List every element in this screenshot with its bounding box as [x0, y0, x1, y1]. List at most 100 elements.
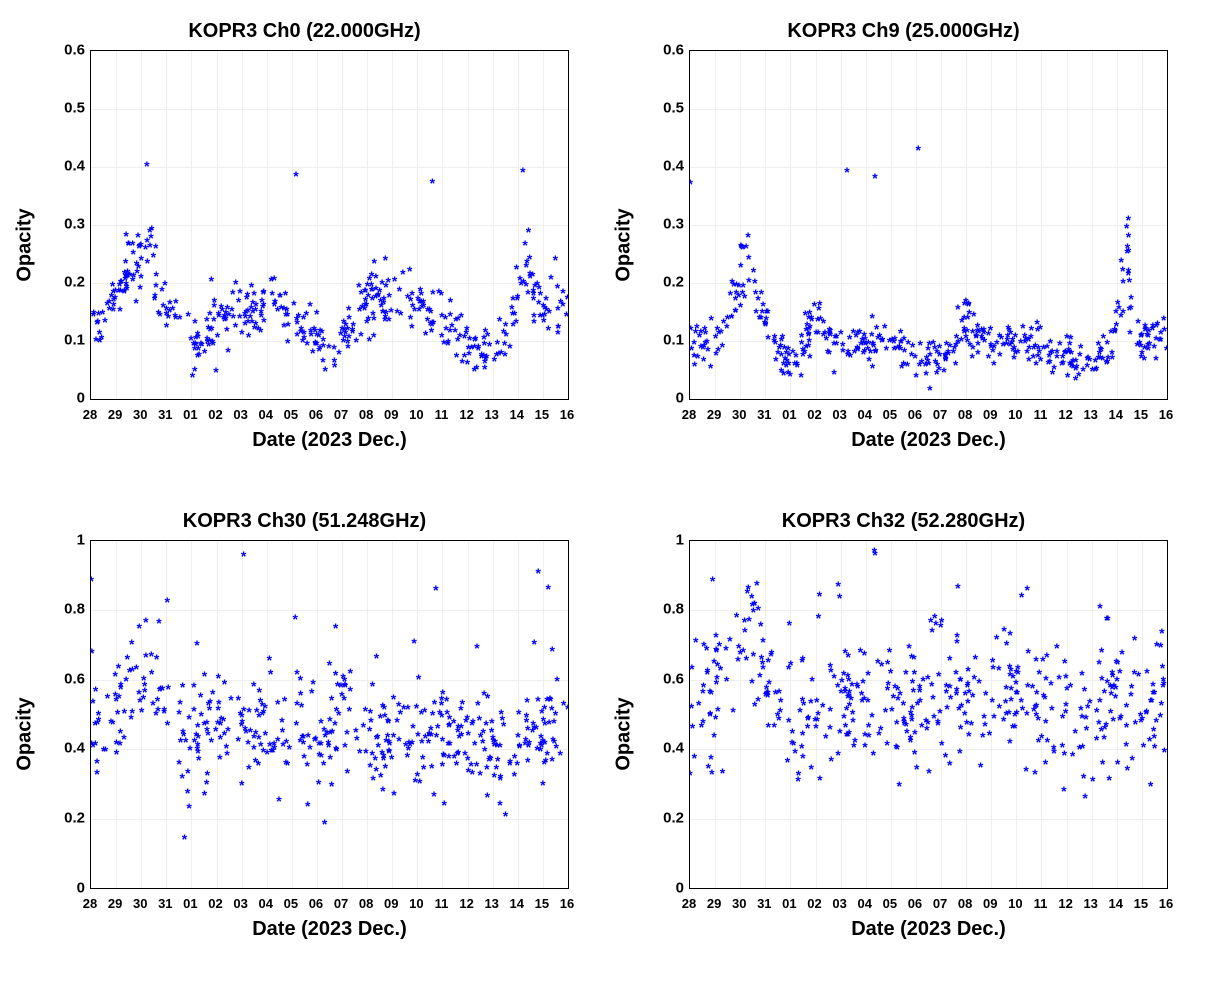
- data-point: *: [693, 326, 698, 340]
- data-point: *: [128, 712, 133, 726]
- xtick-label: 31: [757, 896, 771, 911]
- data-point: *: [536, 297, 541, 311]
- data-point: *: [903, 719, 908, 733]
- data-point: *: [1118, 310, 1123, 324]
- data-point: *: [872, 545, 877, 559]
- data-point: *: [103, 744, 108, 758]
- data-point: *: [327, 658, 332, 672]
- data-point: *: [545, 582, 550, 596]
- data-point: *: [866, 354, 871, 368]
- data-point: *: [948, 692, 953, 706]
- data-point: *: [301, 751, 306, 765]
- data-point: *: [476, 341, 481, 355]
- data-point: *: [272, 299, 277, 313]
- gridline: [191, 51, 192, 399]
- data-point: *: [458, 310, 463, 324]
- data-point: *: [1109, 688, 1114, 702]
- data-point: *: [332, 718, 337, 732]
- data-point: *: [483, 325, 488, 339]
- xtick-label: 12: [1058, 407, 1072, 422]
- data-point: *: [902, 718, 907, 732]
- gridline: [91, 225, 568, 226]
- gridline: [392, 541, 393, 889]
- data-point: *: [258, 310, 263, 324]
- data-point: *: [689, 343, 694, 357]
- data-point: *: [757, 670, 762, 684]
- data-point: *: [297, 735, 302, 749]
- gridline: [417, 51, 418, 399]
- data-point: *: [1036, 735, 1041, 749]
- data-point: *: [221, 312, 226, 326]
- data-point: *: [475, 698, 480, 712]
- data-point: *: [1096, 657, 1101, 671]
- data-point: *: [1097, 352, 1102, 366]
- data-point: *: [225, 724, 230, 738]
- data-point: *: [901, 716, 906, 730]
- data-point: *: [267, 739, 272, 753]
- data-point: *: [108, 716, 113, 730]
- gridline: [1142, 541, 1143, 889]
- gridline: [91, 819, 568, 820]
- data-point: *: [177, 312, 182, 326]
- data-point: *: [845, 670, 850, 684]
- data-point: *: [853, 330, 858, 344]
- data-point: *: [700, 686, 705, 700]
- data-point: *: [381, 753, 386, 767]
- gridline: [1067, 541, 1068, 889]
- data-point: *: [808, 696, 813, 710]
- data-point: *: [1010, 344, 1015, 358]
- data-point: *: [270, 288, 275, 302]
- gridline: [242, 541, 243, 889]
- data-point: *: [1004, 708, 1009, 722]
- data-point: *: [479, 349, 484, 363]
- data-point: *: [298, 688, 303, 702]
- data-point: *: [909, 349, 914, 363]
- data-point: *: [689, 323, 693, 337]
- data-point: *: [1106, 773, 1111, 787]
- data-point: *: [955, 581, 960, 595]
- data-point: *: [503, 319, 508, 333]
- xtick-label: 05: [883, 896, 897, 911]
- data-point: *: [543, 293, 548, 307]
- data-point: *: [429, 325, 434, 339]
- data-point: *: [885, 683, 890, 697]
- data-point: *: [380, 306, 385, 320]
- data-point: *: [284, 304, 289, 318]
- data-point: *: [1023, 764, 1028, 778]
- data-point: *: [847, 332, 852, 346]
- data-point: *: [420, 752, 425, 766]
- data-point: *: [185, 766, 190, 780]
- data-point: *: [497, 314, 502, 328]
- data-point: *: [1069, 357, 1074, 371]
- gridline: [543, 541, 544, 889]
- data-point: *: [768, 649, 773, 663]
- panel-ch30: KOPR3 Ch30 (51.248GHz) Opacity *********…: [30, 510, 579, 960]
- data-point: *: [484, 351, 489, 365]
- gridline: [690, 225, 1167, 226]
- data-point: *: [161, 300, 166, 314]
- data-point: *: [703, 337, 708, 351]
- data-point: *: [379, 300, 384, 314]
- data-point: *: [348, 684, 353, 698]
- data-point: *: [153, 708, 158, 722]
- data-point: *: [357, 304, 362, 318]
- data-point: *: [901, 358, 906, 372]
- xtick-label: 06: [309, 407, 323, 422]
- gridline: [765, 541, 766, 889]
- data-point: *: [1124, 720, 1129, 734]
- data-point: *: [97, 335, 102, 349]
- data-point: *: [749, 591, 754, 605]
- data-point: *: [1010, 671, 1015, 685]
- gridline: [941, 541, 942, 889]
- gridline: [367, 51, 368, 399]
- data-point: *: [845, 346, 850, 360]
- data-point: *: [1008, 694, 1013, 708]
- data-point: *: [497, 740, 502, 754]
- data-point: *: [293, 169, 298, 183]
- xtick-label: 29: [108, 407, 122, 422]
- data-point: *: [999, 332, 1004, 346]
- data-point: *: [531, 293, 536, 307]
- data-point: *: [818, 313, 823, 327]
- data-point: *: [1128, 292, 1133, 306]
- data-point: *: [1094, 363, 1099, 377]
